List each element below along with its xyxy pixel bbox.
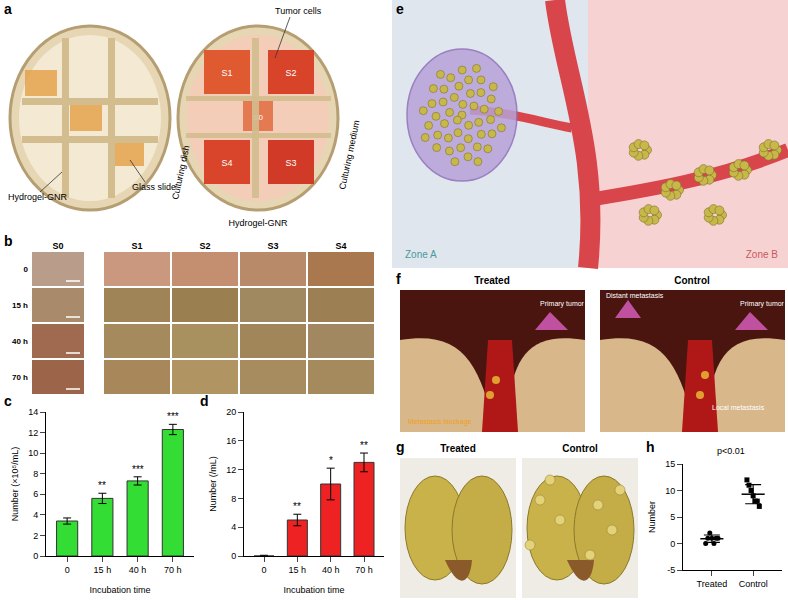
svg-text:0: 0 bbox=[231, 551, 236, 561]
svg-text:Metastasis blockage: Metastasis blockage bbox=[408, 418, 472, 426]
svg-text:**: ** bbox=[98, 480, 106, 491]
svg-text:p<0.01: p<0.01 bbox=[717, 446, 745, 456]
svg-text:0: 0 bbox=[65, 565, 70, 575]
svg-text:Incubation time: Incubation time bbox=[89, 585, 150, 595]
svg-text:***: *** bbox=[167, 411, 179, 422]
svg-text:4: 4 bbox=[231, 522, 236, 532]
svg-text:Number (/mL): Number (/mL) bbox=[208, 456, 218, 512]
svg-text:S3: S3 bbox=[267, 241, 278, 251]
svg-text:15: 15 bbox=[665, 459, 675, 469]
svg-text:70 h: 70 h bbox=[12, 373, 28, 382]
svg-text:0: 0 bbox=[670, 539, 675, 549]
svg-text:Zone A: Zone A bbox=[405, 249, 437, 260]
svg-text:S0: S0 bbox=[52, 241, 63, 251]
svg-text:c: c bbox=[4, 393, 12, 409]
svg-text:Glass slide: Glass slide bbox=[132, 182, 176, 192]
svg-text:Number (×10⁵/mL): Number (×10⁵/mL) bbox=[10, 447, 20, 522]
svg-text:10: 10 bbox=[28, 448, 38, 458]
svg-text:**: ** bbox=[360, 440, 368, 451]
svg-text:g: g bbox=[396, 439, 405, 455]
svg-text:10: 10 bbox=[665, 486, 675, 496]
svg-text:Hydrogel-GNR: Hydrogel-GNR bbox=[8, 192, 68, 202]
svg-text:S1: S1 bbox=[221, 68, 232, 78]
svg-text:12: 12 bbox=[28, 428, 38, 438]
svg-text:Treated: Treated bbox=[440, 443, 476, 454]
svg-text:8: 8 bbox=[33, 469, 38, 479]
svg-text:0: 0 bbox=[33, 551, 38, 561]
svg-text:15 h: 15 h bbox=[289, 565, 307, 575]
svg-text:40 h: 40 h bbox=[12, 337, 28, 346]
svg-text:***: *** bbox=[132, 464, 144, 475]
svg-text:Local metastasis: Local metastasis bbox=[712, 404, 765, 411]
svg-text:6: 6 bbox=[33, 489, 38, 499]
svg-text:40 h: 40 h bbox=[322, 565, 340, 575]
svg-text:-5: -5 bbox=[667, 565, 675, 575]
svg-text:S3: S3 bbox=[285, 158, 296, 168]
svg-text:e: e bbox=[396, 1, 404, 17]
svg-text:Control: Control bbox=[674, 275, 710, 286]
svg-text:Distant metastasis: Distant metastasis bbox=[606, 292, 664, 299]
svg-text:0: 0 bbox=[24, 265, 29, 274]
svg-text:S4: S4 bbox=[221, 158, 232, 168]
svg-text:Primary tumor: Primary tumor bbox=[740, 300, 785, 308]
svg-text:Culturing dish: Culturing dish bbox=[170, 145, 191, 201]
svg-text:8: 8 bbox=[231, 494, 236, 504]
svg-text:f: f bbox=[396, 271, 401, 287]
svg-text:70 h: 70 h bbox=[164, 565, 182, 575]
svg-text:S2: S2 bbox=[285, 68, 296, 78]
svg-text:70 h: 70 h bbox=[355, 565, 373, 575]
svg-text:Incubation time: Incubation time bbox=[283, 585, 344, 595]
svg-text:b: b bbox=[4, 233, 13, 249]
svg-text:Primary tumor: Primary tumor bbox=[540, 300, 585, 308]
svg-text:2: 2 bbox=[33, 531, 38, 541]
svg-text:14: 14 bbox=[28, 407, 38, 417]
svg-text:**: ** bbox=[293, 501, 301, 512]
svg-text:Number: Number bbox=[647, 501, 657, 533]
svg-text:Control: Control bbox=[562, 443, 598, 454]
svg-text:Control: Control bbox=[739, 579, 768, 589]
svg-text:Culturing medium: Culturing medium bbox=[337, 119, 361, 190]
svg-text:Treated: Treated bbox=[697, 579, 728, 589]
svg-text:4: 4 bbox=[33, 510, 38, 520]
svg-text:d: d bbox=[200, 393, 209, 409]
svg-text:16: 16 bbox=[226, 436, 236, 446]
svg-text:h: h bbox=[646, 439, 655, 455]
svg-text:S4: S4 bbox=[335, 241, 346, 251]
svg-text:15 h: 15 h bbox=[12, 301, 28, 310]
svg-text:12: 12 bbox=[226, 465, 236, 475]
svg-text:20: 20 bbox=[226, 407, 236, 417]
svg-text:*: * bbox=[329, 455, 333, 466]
svg-text:40 h: 40 h bbox=[129, 565, 147, 575]
svg-text:a: a bbox=[4, 1, 12, 17]
svg-text:Tumor cells: Tumor cells bbox=[275, 6, 322, 16]
svg-text:15 h: 15 h bbox=[94, 565, 112, 575]
svg-text:Zone B: Zone B bbox=[746, 249, 779, 260]
svg-text:Treated: Treated bbox=[474, 275, 510, 286]
svg-text:5: 5 bbox=[670, 512, 675, 522]
svg-text:S1: S1 bbox=[131, 241, 142, 251]
svg-text:S2: S2 bbox=[199, 241, 210, 251]
svg-text:Hydrogel-GNR: Hydrogel-GNR bbox=[228, 218, 288, 228]
svg-text:0: 0 bbox=[261, 565, 266, 575]
